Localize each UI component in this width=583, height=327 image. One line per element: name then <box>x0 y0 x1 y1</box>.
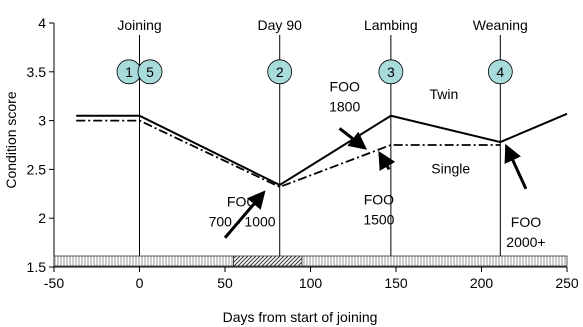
y-axis-title: Condition score <box>3 91 19 188</box>
x-tick-label: 200 <box>470 275 494 291</box>
y-tick-label: 1.5 <box>27 259 47 275</box>
event-label: Joining <box>117 17 161 33</box>
event-marker-circle <box>487 59 513 85</box>
event-marker-circle <box>137 59 163 85</box>
y-tick-label: 3.5 <box>27 64 47 80</box>
x-tick-label: 50 <box>217 275 233 291</box>
event-marker-number: 1 <box>125 64 133 80</box>
event-label: Lambing <box>364 17 418 33</box>
event-marker-circle <box>378 59 404 85</box>
foo-arrow <box>338 127 368 150</box>
x-axis-title: Days from start of joining <box>223 309 378 325</box>
event-marker-number: 4 <box>496 64 504 80</box>
series-label-single: Single <box>431 160 470 176</box>
y-tick-label: 3 <box>38 113 46 129</box>
series-lines <box>76 112 568 188</box>
foo-arrow <box>223 190 266 239</box>
event-marker-circle <box>267 59 293 85</box>
x-tick-label: 250 <box>555 275 579 291</box>
event-marker-number: 5 <box>146 64 154 80</box>
y-tick-label: 4 <box>38 15 46 31</box>
timeline-segment <box>53 255 234 267</box>
axes: 1.5 2 2.5 3 3.5 4 -50 0 50 100 150 200 250 <box>27 15 579 291</box>
foo-annotation-text: FOO <box>511 214 541 230</box>
foo-annotation-text: FOO <box>330 78 360 94</box>
event-markers: Joining 1 5 Day 90 2 Lambing 3 Weaning 4 <box>116 17 528 267</box>
foo-annotation-text: 2000+ <box>506 234 545 250</box>
foo-annotation-text: FOO <box>364 192 394 208</box>
series-line-twin <box>76 112 568 187</box>
timeline-bar <box>53 255 568 267</box>
series-line-single <box>76 119 501 188</box>
x-tick-label: -50 <box>44 275 64 291</box>
foo-arrow <box>504 143 528 190</box>
event-label: Day 90 <box>258 17 303 33</box>
timeline-segment <box>233 255 303 267</box>
y-tick-label: 2 <box>38 210 46 226</box>
foo-annotation-text: 1500 <box>363 212 394 228</box>
x-tick-label: 100 <box>299 275 323 291</box>
event-marker-number: 3 <box>387 64 395 80</box>
event-marker-number: 2 <box>276 64 284 80</box>
x-tick-label: 150 <box>384 275 408 291</box>
x-tick-label: 0 <box>136 275 144 291</box>
event-label: Weaning <box>473 17 528 33</box>
timeline-segment <box>301 255 568 267</box>
series-label-twin: Twin <box>429 86 458 102</box>
foo-arrow <box>378 150 396 171</box>
foo-annotation-text: 700 - 1000 <box>209 213 276 229</box>
foo-annotation-text: 1800 <box>329 98 360 114</box>
y-tick-label: 2.5 <box>27 161 47 177</box>
